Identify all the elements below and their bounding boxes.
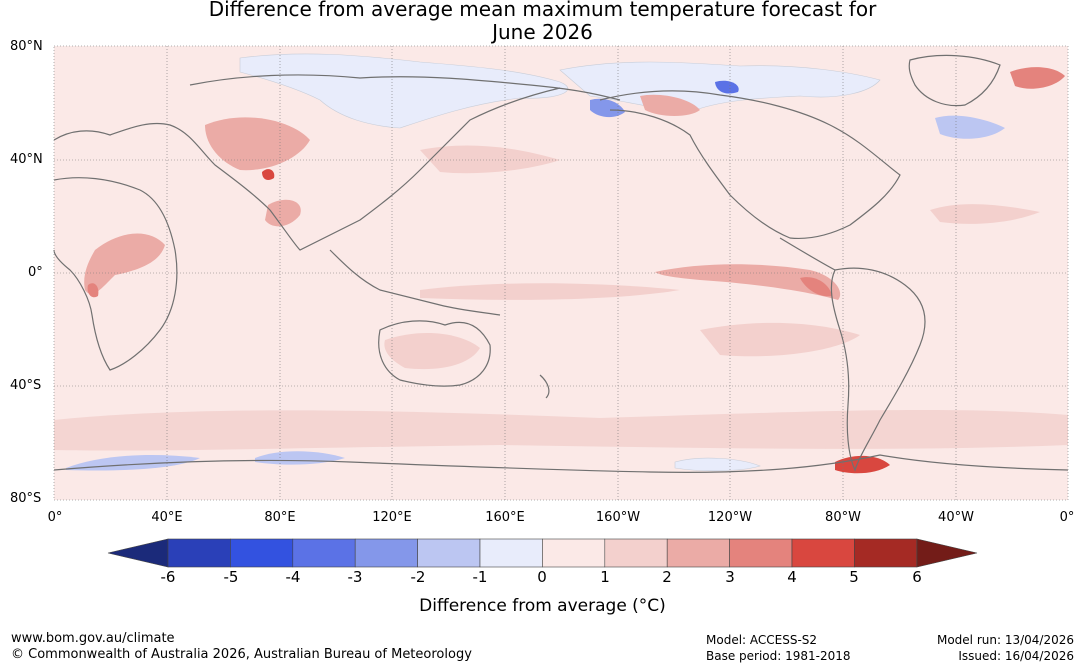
central-asia-warm-patch bbox=[205, 117, 310, 171]
canada-cool-patch bbox=[715, 80, 739, 94]
australia-coastline bbox=[378, 320, 491, 387]
africa-coastline bbox=[53, 177, 178, 371]
eurasia-coastline bbox=[53, 87, 561, 251]
lat-label-40s: 40°S bbox=[10, 378, 42, 393]
colorbar-segment bbox=[354, 538, 418, 568]
colorbar-segment bbox=[292, 538, 356, 568]
tropical-pacific-warm-tongue bbox=[655, 264, 841, 300]
colorbar-tick: -1 bbox=[472, 568, 488, 586]
tibet-warm-spot bbox=[262, 169, 275, 180]
footer-website: www.bom.gov.au/climate bbox=[11, 631, 175, 646]
map-title-line-2: June 2026 bbox=[492, 20, 593, 44]
colorbar-tick: 0 bbox=[537, 568, 547, 586]
lat-label-80n: 80°N bbox=[10, 39, 43, 54]
anomaly-shading bbox=[54, 53, 1068, 474]
footer-copyright: © Commonwealth of Australia 2026, Austra… bbox=[11, 647, 472, 662]
coastlines bbox=[53, 54, 1069, 473]
antarctic-peninsula-warm-patch bbox=[835, 455, 890, 474]
southern-ocean-band bbox=[54, 409, 1068, 451]
greenland-warm-patch bbox=[1010, 67, 1065, 89]
colorbar-segment bbox=[417, 538, 481, 568]
southeast-asia-coastline bbox=[329, 249, 501, 316]
graticule bbox=[54, 46, 1068, 500]
colorbar bbox=[107, 538, 978, 568]
antarctica-coastline bbox=[53, 454, 1069, 473]
africa-warm-patch bbox=[84, 233, 165, 295]
map-title-line-1: Difference from average mean maximum tem… bbox=[208, 0, 877, 21]
colorbar-tick: -3 bbox=[347, 568, 363, 586]
tropical-pacific-band bbox=[420, 283, 680, 300]
map-frame bbox=[53, 45, 1069, 501]
alaska-cool-patch bbox=[590, 98, 625, 118]
colorbar-title: Difference from average (°C) bbox=[419, 596, 666, 616]
lon-label-80w: 80°W bbox=[825, 510, 861, 525]
colorbar-tick: 6 bbox=[912, 568, 922, 586]
colorbar-tick: -2 bbox=[410, 568, 426, 586]
lon-label-160w: 160°W bbox=[595, 510, 641, 525]
lat-label-40n: 40°N bbox=[10, 152, 43, 167]
lon-label-120e: 120°E bbox=[372, 510, 412, 525]
north-pacific-warm-patch bbox=[640, 94, 700, 116]
colorbar-segment bbox=[666, 538, 730, 568]
colorbar-segment bbox=[791, 538, 855, 568]
colorbar-tick: 1 bbox=[600, 568, 610, 586]
lon-label-0: 0° bbox=[47, 510, 63, 525]
colorbar-segment bbox=[542, 538, 606, 568]
colorbar-tick: 2 bbox=[662, 568, 672, 586]
atlantic-warm-patch bbox=[930, 204, 1040, 224]
colorbar-segment bbox=[230, 538, 294, 568]
colorbar-segment bbox=[479, 538, 543, 568]
lon-label-80e: 80°E bbox=[264, 510, 296, 525]
south-pacific-band bbox=[700, 322, 860, 357]
hudson-cool-patch bbox=[935, 115, 1005, 139]
colorbar-tick: 4 bbox=[787, 568, 797, 586]
western-pacific-band bbox=[420, 145, 560, 174]
lat-label-equator: 0° bbox=[28, 265, 43, 280]
colorbar-tick: 3 bbox=[725, 568, 735, 586]
greenland-coastline bbox=[908, 54, 1001, 107]
colorbar-segment bbox=[729, 538, 793, 568]
footer-model-run: Model run: 13/04/2026 bbox=[936, 633, 1074, 647]
colorbar-segment bbox=[604, 538, 668, 568]
siberia-arctic-coastline bbox=[189, 74, 621, 101]
footer-base-period: Base period: 1981-2018 bbox=[706, 649, 851, 663]
colorbar-tick: -4 bbox=[285, 568, 301, 586]
colorbar-tick: -6 bbox=[160, 568, 176, 586]
colorbar-tick: 5 bbox=[849, 568, 859, 586]
india-warm-patch bbox=[265, 199, 301, 227]
colorbar-tick: -5 bbox=[223, 568, 239, 586]
colorbar-right-arrow bbox=[916, 538, 978, 568]
colorbar-segments bbox=[167, 538, 918, 568]
lon-label-120w: 120°W bbox=[707, 510, 753, 525]
arctic-cool-patch bbox=[239, 53, 569, 129]
lon-label-40w: 40°W bbox=[938, 510, 974, 525]
footer-model: Model: ACCESS-S2 bbox=[706, 633, 818, 647]
footer-issued: Issued: 16/04/2026 bbox=[958, 649, 1074, 663]
colorbar-left-arrow bbox=[107, 538, 169, 568]
new-zealand-coastline bbox=[539, 374, 550, 399]
antarctic-cool-patch-3 bbox=[674, 457, 761, 472]
colorbar-segment bbox=[854, 538, 918, 568]
lon-label-0-right: 0° bbox=[1059, 510, 1075, 525]
north-america-coastline bbox=[599, 90, 901, 240]
south-america-warm-spot bbox=[800, 277, 832, 297]
lat-label-80s: 80°S bbox=[10, 491, 42, 506]
australia-warm-patch bbox=[384, 333, 480, 370]
central-america-coastline bbox=[779, 237, 836, 271]
lon-label-160e: 160°E bbox=[485, 510, 525, 525]
colorbar-segment bbox=[167, 538, 231, 568]
africa-warm-spot bbox=[87, 283, 99, 298]
south-america-coastline bbox=[830, 267, 926, 472]
lon-label-40e: 40°E bbox=[151, 510, 183, 525]
